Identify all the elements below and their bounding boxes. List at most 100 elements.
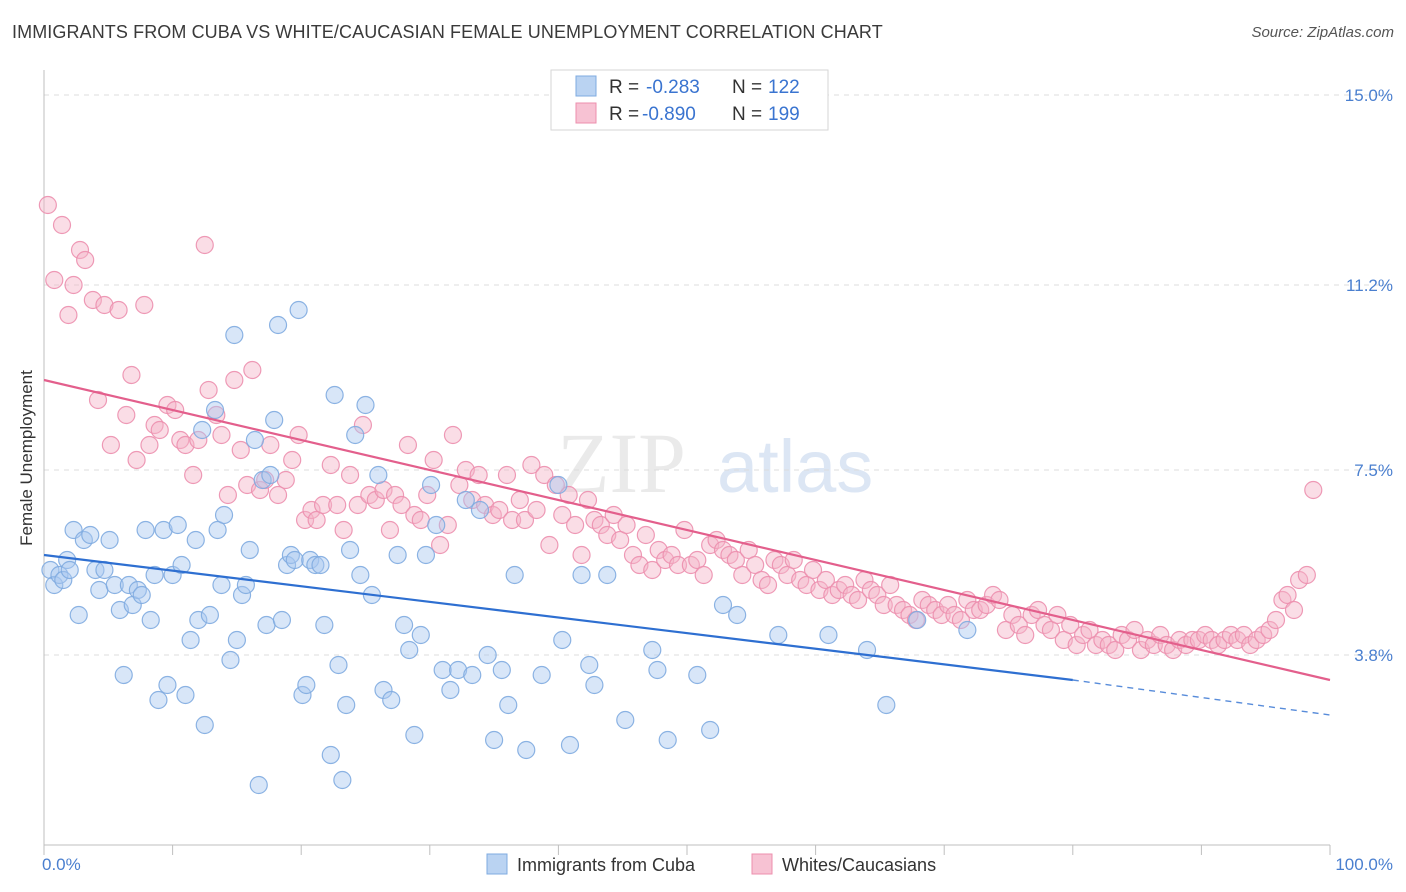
whites-point xyxy=(758,575,778,595)
whites-point xyxy=(353,415,373,435)
cuba-point xyxy=(532,665,551,685)
cuba-point xyxy=(585,675,604,695)
whites-point xyxy=(726,550,745,570)
cuba-point xyxy=(340,540,360,560)
cuba-point xyxy=(658,730,677,750)
cuba-point xyxy=(369,465,388,485)
cuba-point xyxy=(819,625,838,645)
whites-point xyxy=(932,605,951,625)
x-ticks xyxy=(43,845,1331,855)
cuba-point xyxy=(382,690,401,710)
whites-point xyxy=(522,455,541,475)
cuba-point xyxy=(553,630,572,650)
whites-point xyxy=(1304,480,1323,500)
whites-point xyxy=(199,380,218,400)
whites-point xyxy=(617,515,636,535)
cuba-point xyxy=(311,555,330,575)
cuba-point xyxy=(232,585,252,605)
whites-point xyxy=(1067,635,1086,655)
whites-point xyxy=(497,465,517,485)
cuba-point xyxy=(114,665,133,685)
cuba-point xyxy=(505,565,524,585)
cuba-point xyxy=(154,520,173,540)
cuba-point xyxy=(195,715,214,735)
cuba-point xyxy=(41,560,60,580)
cuba-point xyxy=(769,625,788,645)
whites-point xyxy=(276,470,295,490)
y-axis-label: Female Unemployment xyxy=(17,370,36,546)
whites-point xyxy=(1041,620,1061,640)
whites-trend-line xyxy=(43,378,1331,682)
whites-point xyxy=(268,485,288,505)
cuba-point xyxy=(478,645,497,665)
legend-r-label-pink: R = xyxy=(609,104,639,125)
whites-point xyxy=(733,565,752,585)
cuba-point xyxy=(181,630,200,650)
cuba-point xyxy=(141,610,160,630)
chart-title: IMMIGRANTS FROM CUBA VS WHITE/CAUCASIAN … xyxy=(12,22,883,42)
cuba-point xyxy=(701,720,720,740)
x-tick-label-min: 0.0% xyxy=(42,855,81,874)
whites-point xyxy=(643,560,662,580)
trend-lines xyxy=(43,378,1331,716)
legend-swatch-pink xyxy=(575,102,597,124)
cuba-point xyxy=(214,505,234,525)
cuba-point xyxy=(598,565,617,585)
whites-point xyxy=(578,490,598,510)
whites-point xyxy=(127,450,146,470)
cuba-point xyxy=(136,520,155,540)
bottom-legend-label-blue: Immigrants from Cuba xyxy=(517,855,696,875)
cuba-point xyxy=(560,735,580,755)
whites-point xyxy=(398,435,418,455)
whites-point xyxy=(746,555,765,575)
cuba-point xyxy=(346,425,365,445)
cuba-point xyxy=(400,640,419,660)
cuba-point xyxy=(315,615,334,635)
whites-point xyxy=(385,485,405,505)
whites-point xyxy=(334,520,353,540)
cuba-point xyxy=(208,520,227,540)
cuba-point xyxy=(90,580,109,600)
whites-point xyxy=(1297,565,1316,585)
cuba-point xyxy=(249,775,268,795)
cuba-point xyxy=(448,660,468,680)
legend-r-value-blue: -0.283 xyxy=(646,77,700,98)
cuba-point xyxy=(227,630,246,650)
cuba-trend-line xyxy=(43,553,1073,682)
whites-point xyxy=(938,595,958,615)
cuba-point xyxy=(265,410,284,430)
whites-point xyxy=(189,430,208,450)
cuba-point xyxy=(388,545,407,565)
cuba-point xyxy=(456,490,475,510)
y-tick-label: 15.0% xyxy=(1345,86,1393,105)
cuba-point xyxy=(272,610,292,630)
cuba-point xyxy=(877,695,896,715)
cuba-point xyxy=(176,685,195,705)
whites-point xyxy=(990,590,1009,610)
y-tick-label: 7.5% xyxy=(1354,461,1393,480)
cuba-point xyxy=(374,680,393,700)
whites-point xyxy=(218,485,237,505)
cuba-point xyxy=(728,605,747,625)
cuba-point xyxy=(643,640,662,660)
cuba-point xyxy=(411,625,430,645)
cuba-point xyxy=(572,565,591,585)
cuba-point xyxy=(356,395,375,415)
y-tick-label: 11.2% xyxy=(1346,276,1393,295)
whites-point xyxy=(45,270,64,290)
whites-point xyxy=(510,490,529,510)
cuba-point xyxy=(149,690,168,710)
cuba-point xyxy=(60,560,79,580)
bottom-legend-swatch-pink xyxy=(751,853,773,875)
whites-point xyxy=(868,585,887,605)
whites-point xyxy=(59,305,78,325)
whites-point xyxy=(553,505,572,525)
whites-point xyxy=(38,195,57,215)
whites-point xyxy=(515,510,535,530)
legend-n-value-blue: 122 xyxy=(768,77,800,98)
whites-point xyxy=(70,240,90,260)
cuba-point xyxy=(648,660,667,680)
cuba-point xyxy=(172,555,191,575)
cuba-point xyxy=(713,595,733,615)
